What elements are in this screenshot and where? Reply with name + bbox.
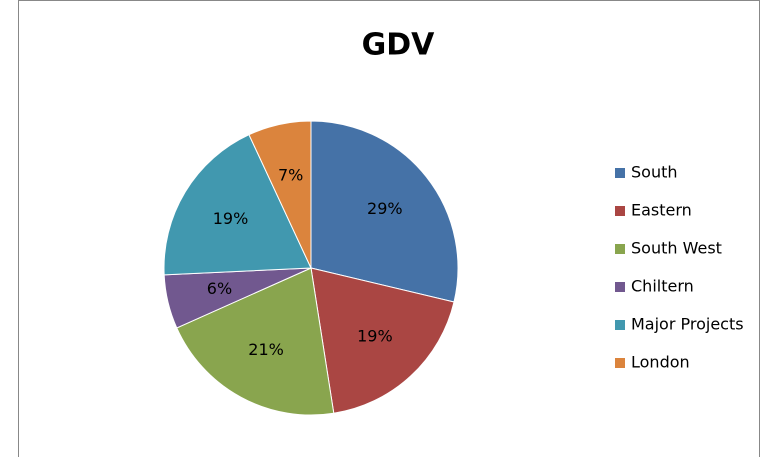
legend-label: Chiltern — [631, 277, 694, 296]
legend-swatch — [615, 168, 625, 178]
pie-slice — [163, 134, 312, 276]
data-label: 21% — [248, 340, 284, 359]
chart-border — [18, 0, 760, 457]
data-label: 19% — [357, 327, 393, 346]
chart-title: GDV — [362, 28, 436, 63]
legend-swatch — [615, 358, 625, 368]
data-label: 7% — [278, 166, 303, 185]
legend-label: Major Projects — [631, 315, 744, 334]
legend-swatch — [615, 244, 625, 254]
pie-slice — [310, 267, 455, 414]
legend-swatch — [615, 282, 625, 292]
data-label: 6% — [207, 279, 232, 298]
pie-slice — [176, 267, 335, 416]
legend-swatch — [615, 320, 625, 330]
pie-slice — [310, 120, 459, 303]
legend-label: Eastern — [631, 201, 692, 220]
legend-label: South — [631, 163, 678, 182]
pie-slice — [248, 120, 312, 269]
legend-swatch — [615, 206, 625, 216]
data-label: 29% — [367, 199, 403, 218]
data-label: 19% — [213, 209, 249, 228]
legend-label: South West — [631, 239, 722, 258]
legend-label: London — [631, 353, 690, 372]
